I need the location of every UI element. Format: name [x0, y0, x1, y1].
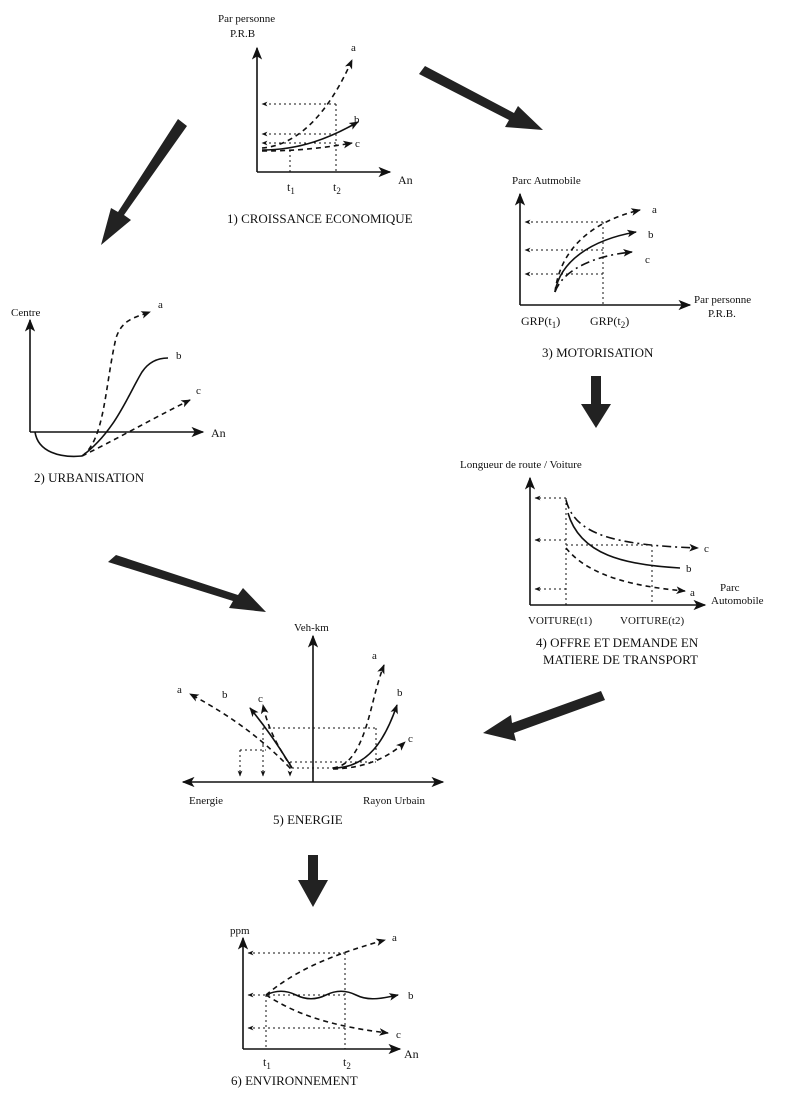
p4-xlabel-2: Automobile	[711, 595, 764, 607]
p6-curve-b	[265, 990, 399, 1001]
p3-label-a: a	[652, 204, 657, 216]
p4-curve-b	[567, 512, 681, 569]
panel-urbanisation: Centre An a b c 2) URBANISATION	[11, 299, 226, 485]
p6-label-b: b	[408, 990, 414, 1002]
p3-xlabel-1: Par personne	[694, 294, 751, 306]
p3-tick-1: GRP(t1)	[521, 314, 560, 330]
p5-left-label-c: c	[258, 693, 263, 705]
p3-curve-a	[554, 208, 641, 293]
p2-label-c: c	[196, 385, 201, 397]
p1-label-b: b	[354, 114, 360, 126]
p5-right-curve-a	[332, 664, 385, 769]
p1-ylabel-2: P.R.B	[230, 28, 255, 40]
p6-label-c: c	[396, 1029, 401, 1041]
p4-tick-2: VOITURE(t2)	[620, 615, 684, 627]
p1-curve-a	[261, 59, 353, 149]
p5-left-curve-c	[260, 704, 293, 769]
p6-curve-a	[265, 938, 386, 996]
p3-curve-c	[554, 248, 633, 293]
p4-label-a: a	[690, 587, 695, 599]
panel-offre-demande: Longueur de route / Voiture Parc Automob…	[460, 459, 764, 667]
p4-caption-2: MATIERE DE TRANSPORT	[543, 652, 698, 667]
p2-curve-b	[81, 357, 169, 457]
p3-caption: 3) MOTORISATION	[542, 345, 654, 360]
p4-curve-c	[565, 499, 699, 552]
p5-caption: 5) ENERGIE	[273, 812, 343, 827]
flow-arrow-5-to-6	[298, 855, 328, 907]
p6-label-a: a	[392, 932, 397, 944]
flow-arrows	[101, 66, 611, 907]
p1-xlabel: An	[398, 173, 413, 187]
p1-curve-b	[261, 121, 359, 151]
p1-tick-2: t2	[333, 180, 341, 196]
panel-energie: Veh-km Energie Rayon Urbain a b c a b c …	[177, 622, 445, 827]
p4-ylabel: Longueur de route / Voiture	[460, 459, 582, 471]
flow-arrow-1-to-3	[419, 66, 543, 130]
p2-xlabel: An	[211, 426, 226, 440]
p5-xlabel-right: Rayon Urbain	[363, 795, 426, 807]
p2-curve-a	[81, 311, 151, 457]
flow-arrow-4-to-5	[483, 691, 605, 741]
p4-label-c: c	[704, 543, 709, 555]
p4-tick-1: VOITURE(t1)	[528, 615, 592, 627]
p2-label-b: b	[176, 350, 182, 362]
p4-curve-a	[565, 547, 686, 595]
panel-motorisation: Parc Autmobile Par personne P.R.B. GRP(t…	[512, 175, 751, 360]
p3-label-b: b	[648, 229, 654, 241]
p5-right-curve-b	[332, 704, 398, 769]
p5-left-label-b: b	[222, 689, 228, 701]
p6-curve-c	[265, 994, 389, 1036]
p3-tick-2: GRP(t2)	[590, 314, 629, 330]
p1-curve-c	[261, 140, 353, 152]
p4-label-b: b	[686, 563, 692, 575]
p1-label-a: a	[351, 42, 356, 54]
p3-xlabel-2: P.R.B.	[708, 308, 736, 320]
p1-tick-1: t1	[287, 180, 295, 196]
flow-arrow-2-to-5	[108, 555, 266, 612]
p5-left-curve-b	[249, 707, 293, 769]
p6-tick-2: t2	[343, 1055, 351, 1071]
p6-tick-1: t1	[263, 1055, 271, 1071]
p1-caption: 1) CROISSANCE ECONOMIQUE	[227, 211, 413, 226]
p5-right-curve-c	[332, 741, 406, 770]
p5-xlabel-left: Energie	[189, 795, 223, 807]
p3-label-c: c	[645, 254, 650, 266]
p5-right-label-c: c	[408, 733, 413, 745]
panel-environnement: ppm An t1 t2 a b c 6) ENVIRONNEMENT	[230, 925, 419, 1088]
flow-arrow-1-to-2	[101, 119, 187, 245]
p2-label-a: a	[158, 299, 163, 311]
p6-xlabel: An	[404, 1047, 419, 1061]
p5-ylabel: Veh-km	[294, 622, 329, 634]
p4-caption-1: 4) OFFRE ET DEMANDE EN	[536, 635, 699, 650]
p5-left-label-a: a	[177, 684, 182, 696]
p6-ylabel: ppm	[230, 925, 250, 937]
p1-label-c: c	[355, 138, 360, 150]
panel-croissance-economique: Par personne P.R.B An t1 t2 a b c 1) CRO…	[218, 13, 413, 226]
p5-right-label-b: b	[397, 687, 403, 699]
p2-ylabel: Centre	[11, 307, 40, 319]
p2-caption: 2) URBANISATION	[34, 470, 145, 485]
p1-ylabel-1: Par personne	[218, 13, 275, 25]
p4-xlabel-1: Parc	[720, 582, 740, 594]
p3-curve-b	[554, 229, 637, 293]
flow-arrow-3-to-4	[581, 376, 611, 428]
p3-ylabel: Parc Autmobile	[512, 175, 581, 187]
p6-caption: 6) ENVIRONNEMENT	[231, 1073, 358, 1088]
p5-left-curve-a	[189, 693, 291, 769]
p2-curve-c	[81, 399, 191, 457]
p5-right-label-a: a	[372, 650, 377, 662]
